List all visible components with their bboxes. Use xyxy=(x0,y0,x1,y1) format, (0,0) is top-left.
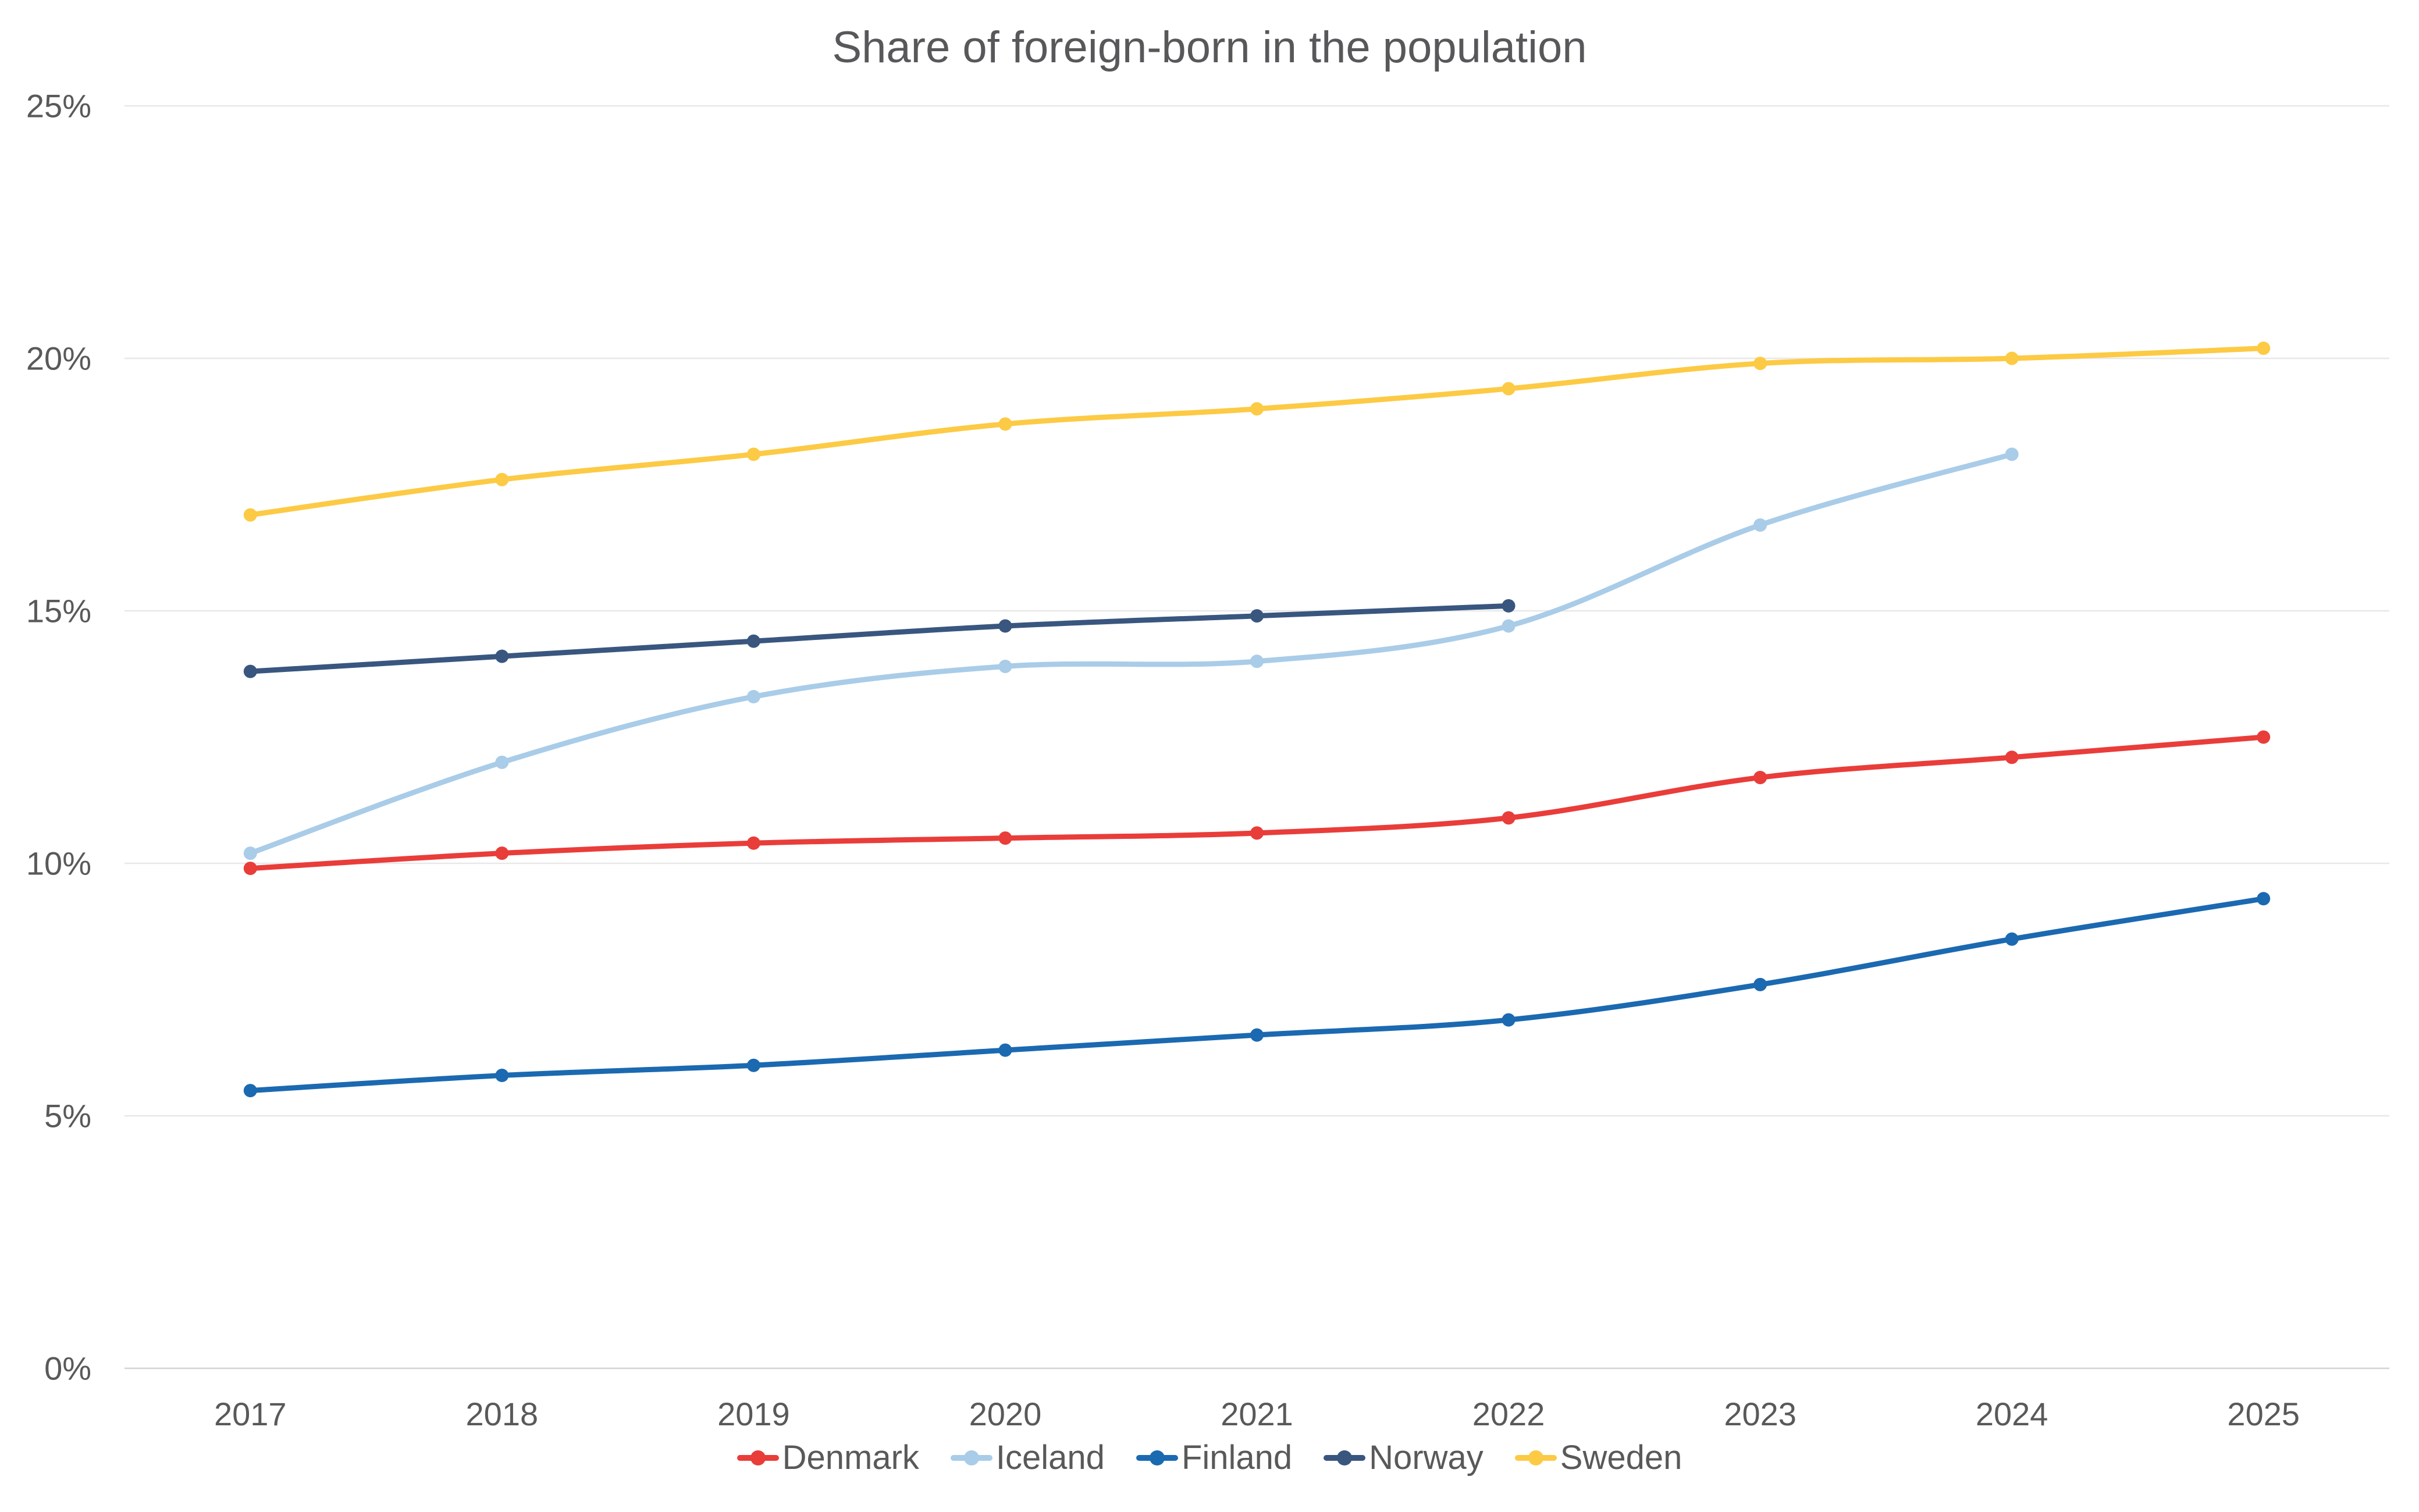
y-axis-label: 15% xyxy=(26,593,91,629)
series-line-finland xyxy=(247,896,2267,1094)
data-point-denmark-2024 xyxy=(2005,750,2019,764)
data-point-norway-2018 xyxy=(495,649,509,663)
x-axis-label: 2024 xyxy=(1976,1396,2048,1432)
legend-label: Sweden xyxy=(1560,1439,1682,1477)
y-axis-label: 25% xyxy=(26,88,91,124)
legend-marker-icon xyxy=(950,1449,992,1467)
data-point-finland-2018 xyxy=(495,1069,509,1083)
data-point-sweden-2024 xyxy=(2005,351,2019,365)
legend-item-finland[interactable]: Finland xyxy=(1136,1438,1292,1477)
data-point-iceland-2022 xyxy=(1502,619,1516,633)
data-point-denmark-2019 xyxy=(746,836,760,850)
data-point-denmark-2022 xyxy=(1502,811,1516,825)
data-point-sweden-2022 xyxy=(1502,382,1516,396)
legend-marker-icon xyxy=(1136,1449,1178,1467)
data-point-sweden-2023 xyxy=(1753,357,1767,371)
data-point-norway-2021 xyxy=(1250,609,1264,623)
data-point-denmark-2023 xyxy=(1753,770,1767,784)
legend-item-iceland[interactable]: Iceland xyxy=(950,1438,1105,1477)
data-point-finland-2017 xyxy=(243,1084,257,1098)
y-axis-label: 0% xyxy=(44,1350,91,1387)
data-point-norway-2019 xyxy=(746,634,760,648)
data-point-iceland-2018 xyxy=(495,755,509,769)
data-point-sweden-2021 xyxy=(1250,402,1264,416)
data-point-iceland-2023 xyxy=(1753,518,1767,532)
data-point-finland-2021 xyxy=(1250,1028,1264,1042)
x-axis-label: 2025 xyxy=(2227,1396,2300,1432)
data-point-denmark-2025 xyxy=(2257,730,2271,744)
data-point-sweden-2020 xyxy=(998,417,1012,431)
data-point-sweden-2018 xyxy=(495,472,509,486)
series-line-iceland xyxy=(247,451,2015,856)
legend-marker-icon xyxy=(737,1449,779,1467)
data-point-finland-2022 xyxy=(1502,1013,1516,1027)
x-axis-label: 2023 xyxy=(1724,1396,1797,1432)
data-point-sweden-2019 xyxy=(746,447,760,461)
series-line-denmark xyxy=(247,734,2267,871)
data-point-iceland-2020 xyxy=(998,659,1012,673)
legend-item-sweden[interactable]: Sweden xyxy=(1514,1438,1682,1477)
series-line-norway xyxy=(247,603,1511,674)
legend-marker-icon xyxy=(1324,1449,1366,1467)
x-axis-label: 2017 xyxy=(214,1396,287,1432)
data-point-sweden-2017 xyxy=(243,508,257,522)
legend-label: Iceland xyxy=(995,1439,1105,1477)
x-axis-label: 2022 xyxy=(1472,1396,1545,1432)
x-axis-label: 2019 xyxy=(717,1396,790,1432)
series-line-sweden xyxy=(247,346,2267,518)
chart-title: Share of foreign-born in the population xyxy=(832,23,1587,72)
legend-label: Norway xyxy=(1369,1439,1484,1477)
data-point-finland-2019 xyxy=(746,1058,760,1072)
x-axis-label: 2020 xyxy=(969,1396,1042,1432)
data-point-iceland-2024 xyxy=(2005,447,2019,461)
data-point-denmark-2017 xyxy=(243,862,257,876)
data-point-denmark-2020 xyxy=(998,831,1012,845)
data-point-norway-2020 xyxy=(998,619,1012,633)
legend-marker-icon xyxy=(1514,1449,1557,1467)
y-axis-label: 20% xyxy=(26,340,91,377)
data-point-denmark-2018 xyxy=(495,846,509,860)
data-point-sweden-2025 xyxy=(2257,341,2271,355)
legend-label: Denmark xyxy=(782,1439,919,1477)
data-point-finland-2024 xyxy=(2005,932,2019,946)
data-point-norway-2017 xyxy=(243,664,257,678)
data-point-iceland-2017 xyxy=(243,846,257,860)
data-point-finland-2020 xyxy=(998,1043,1012,1057)
x-axis-label: 2018 xyxy=(466,1396,539,1432)
data-point-denmark-2021 xyxy=(1250,826,1264,840)
data-point-finland-2025 xyxy=(2257,892,2271,906)
data-point-finland-2023 xyxy=(1753,977,1767,991)
legend-label: Finland xyxy=(1181,1439,1293,1477)
y-axis-label: 10% xyxy=(26,845,91,882)
x-axis-label: 2021 xyxy=(1221,1396,1293,1432)
y-axis-label: 5% xyxy=(44,1098,91,1134)
chart-legend: Denmark Iceland Finland Norway Sweden xyxy=(0,1438,2419,1477)
data-point-norway-2022 xyxy=(1502,599,1516,613)
legend-item-norway[interactable]: Norway xyxy=(1324,1438,1484,1477)
data-point-iceland-2021 xyxy=(1250,654,1264,668)
legend-item-denmark[interactable]: Denmark xyxy=(737,1438,919,1477)
data-point-iceland-2019 xyxy=(746,690,760,704)
